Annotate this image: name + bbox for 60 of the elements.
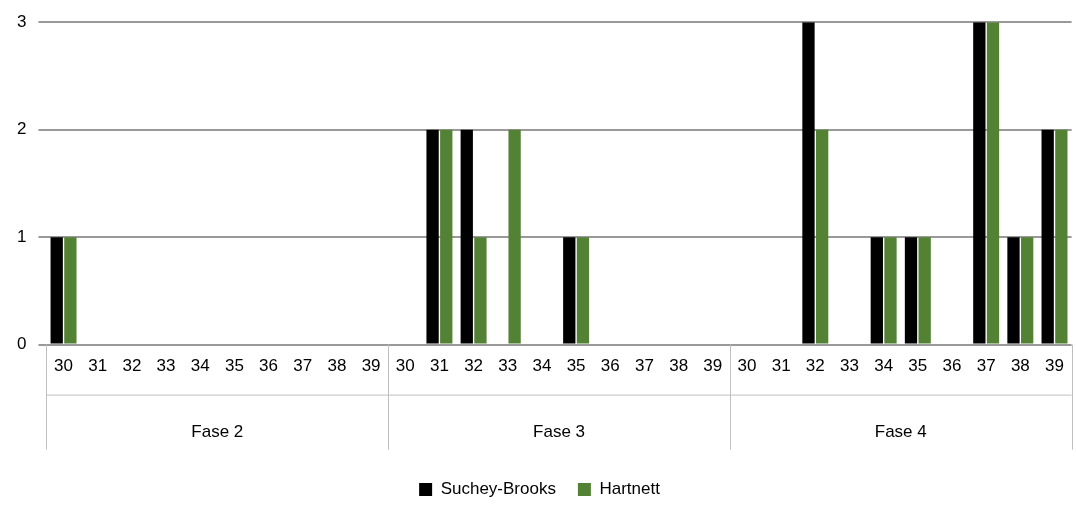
bar xyxy=(563,237,576,344)
x-tick-label: 33 xyxy=(840,356,859,376)
text: Fase 4 xyxy=(874,422,927,442)
bar xyxy=(576,237,590,344)
x-tick-label: 34 xyxy=(874,356,894,376)
bar xyxy=(1041,129,1054,344)
text: Fase 3 xyxy=(533,422,586,442)
x-tick-label: 32 xyxy=(464,356,484,376)
legend-label: Hartnett xyxy=(599,479,661,499)
x-tick-label: 37 xyxy=(293,356,313,376)
x-tick-label: 34 xyxy=(190,356,210,376)
y-tick-label: 1 xyxy=(16,226,27,246)
text: Fase 2 xyxy=(191,422,244,442)
bar xyxy=(508,129,521,344)
bar xyxy=(1055,129,1068,344)
x-tick-label: 36 xyxy=(942,356,962,376)
bar xyxy=(426,129,439,344)
x-tick-label: 35 xyxy=(908,356,928,376)
x-tick-label: 32 xyxy=(805,356,825,376)
x-tick-label: 39 xyxy=(361,356,381,376)
x-tick-label: 31 xyxy=(771,356,791,376)
bar xyxy=(918,237,931,344)
x-tick-label: 33 xyxy=(156,356,176,376)
x-tick-label: 30 xyxy=(737,356,757,376)
bar xyxy=(884,237,897,344)
y-tick-label: 0 xyxy=(16,334,27,354)
bar xyxy=(986,22,1000,344)
x-tick-label: 36 xyxy=(600,356,620,376)
x-tick-label: 33 xyxy=(498,356,518,376)
x-tick-label: 34 xyxy=(532,356,552,376)
bar xyxy=(870,237,883,344)
x-tick-label: 32 xyxy=(122,356,142,376)
bar xyxy=(802,22,815,344)
x-tick-label: 31 xyxy=(88,356,108,376)
y-tick-label: 2 xyxy=(16,119,27,139)
x-tick-label: 38 xyxy=(1010,356,1030,376)
bar xyxy=(904,237,918,344)
bar xyxy=(1007,237,1020,344)
legend-label: Suchey-Brooks xyxy=(440,479,556,499)
x-tick-label: 39 xyxy=(703,356,723,376)
bar xyxy=(50,237,63,344)
x-tick-label: 37 xyxy=(634,356,654,376)
x-tick-label: 31 xyxy=(429,356,449,376)
x-tick-label: 35 xyxy=(566,356,586,376)
x-tick-label: 30 xyxy=(395,356,415,376)
bar xyxy=(816,129,829,344)
x-tick-label: 37 xyxy=(976,356,996,376)
x-tick-label: 35 xyxy=(224,356,244,376)
y-tick-label: 3 xyxy=(16,11,27,31)
bar xyxy=(64,237,77,344)
bar xyxy=(460,129,473,344)
bar xyxy=(1021,237,1034,344)
x-tick-label: 39 xyxy=(1045,356,1064,376)
x-tick-label: 36 xyxy=(259,356,279,376)
bar xyxy=(973,22,986,344)
x-tick-label: 30 xyxy=(54,356,73,376)
bar xyxy=(440,129,453,344)
x-tick-label: 38 xyxy=(669,356,689,376)
bar xyxy=(474,237,487,344)
x-tick-label: 38 xyxy=(327,356,347,376)
